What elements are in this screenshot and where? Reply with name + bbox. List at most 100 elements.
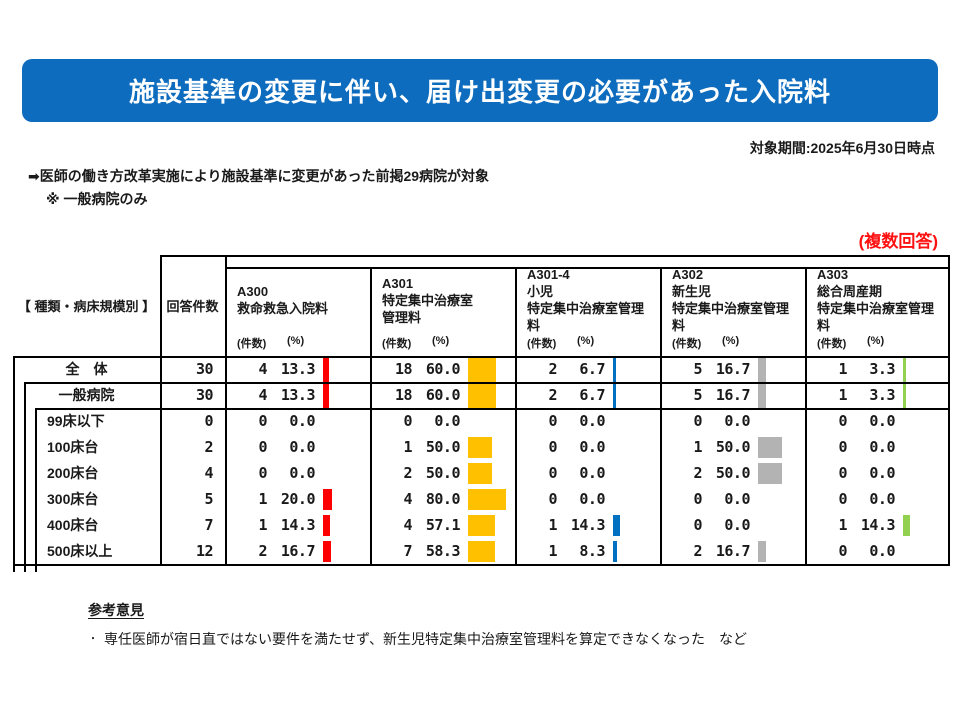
- pct-bar-A301: [468, 514, 495, 536]
- pct-bar-A301-4: [613, 540, 617, 562]
- pct-cell-A301: 50.0: [425, 464, 461, 482]
- count-cell-A301-4: 0: [548, 412, 557, 430]
- column-header-line: A301-4: [527, 267, 570, 282]
- pct-cell-A301: 60.0: [425, 386, 461, 404]
- count-cell-A301-4: 2: [548, 360, 557, 378]
- count-cell-A302: 0: [693, 490, 702, 508]
- pct-bar-A301: [468, 382, 497, 408]
- pct-cell-A302: 16.7: [715, 386, 751, 404]
- column-header-line: A302: [672, 267, 704, 282]
- pct-bar-A301-4: [613, 382, 617, 408]
- pct-cell-A303: 0.0: [869, 542, 895, 560]
- table-line: [370, 267, 372, 566]
- pct-cell-A301-4: 0.0: [579, 464, 605, 482]
- count-cell-A301: 18: [394, 360, 413, 378]
- column-header-A300: A300 救命救急入院料: [237, 269, 366, 331]
- count-cell-A303: 0: [838, 542, 847, 560]
- table-line: [24, 382, 950, 384]
- count-cell-A303: 1: [838, 360, 847, 378]
- pct-bar-A301: [468, 488, 506, 510]
- pct-cell-A300: 13.3: [280, 386, 316, 404]
- column-header-line: A303: [817, 267, 849, 282]
- pct-cell-A300: 0.0: [289, 438, 315, 456]
- row-label: 200床台: [47, 465, 99, 481]
- respondent-count-cell: 5: [204, 490, 213, 508]
- count-cell-A301: 18: [394, 386, 413, 404]
- count-cell-A301-4: 0: [548, 438, 557, 456]
- row-label: 100床台: [47, 439, 99, 455]
- pct-cell-A303: 3.3: [869, 360, 895, 378]
- pct-bar-A302: [758, 436, 782, 458]
- row-label: 500床以上: [47, 543, 113, 559]
- count-cell-A303: 0: [838, 412, 847, 430]
- column-header-line: 特定集中治療室管理料: [672, 301, 790, 333]
- count-cell-A301-4: 2: [548, 386, 557, 404]
- row-header-label: 【 種類・病床規模別 】: [17, 299, 156, 314]
- respondent-count-header: 回答件数: [166, 299, 219, 314]
- count-cell-A300: 0: [258, 464, 267, 482]
- pct-bar-A302: [758, 462, 782, 484]
- count-cell-A300: 1: [258, 490, 267, 508]
- count-cell-A301: 2: [403, 464, 412, 482]
- page-title: 施設基準の変更に伴い、届け出変更の必要があった入院料: [128, 77, 831, 107]
- column-header-A303: A303 総合周産期 特定集中治療室管理料: [817, 267, 946, 333]
- pct-bar-A301: [468, 462, 492, 484]
- row-label: 300床台: [47, 491, 99, 507]
- table-line: [225, 267, 950, 269]
- pct-cell-A302: 0.0: [724, 516, 750, 534]
- unit-count-label: (件数): [527, 338, 557, 350]
- pct-cell-A302: 16.7: [715, 360, 751, 378]
- table-line: [160, 255, 162, 566]
- pct-cell-A301: 60.0: [425, 360, 461, 378]
- pct-bar-A301: [468, 540, 496, 562]
- unit-pct-label: (%): [287, 335, 305, 347]
- unit-pct-label: (%): [432, 335, 450, 347]
- pct-bar-A302: [758, 382, 766, 408]
- respondent-count-cell: 0: [204, 412, 213, 430]
- pct-cell-A302: 50.0: [715, 464, 751, 482]
- count-cell-A302: 2: [693, 542, 702, 560]
- pct-cell-A301: 57.1: [425, 516, 461, 534]
- count-cell-A300: 4: [258, 360, 267, 378]
- column-header-line: 特定集中治療室管理料: [817, 301, 935, 333]
- column-header-A302: A302 新生児特定集中治療室管理料: [672, 267, 801, 333]
- count-cell-A302: 5: [693, 386, 702, 404]
- pct-cell-A303: 0.0: [869, 412, 895, 430]
- count-cell-A301: 1: [403, 438, 412, 456]
- lead-note: ➡医師の働き方改革実施により施設基準に変更があった前掲29病院が対象: [28, 168, 490, 184]
- pct-bar-A301: [468, 436, 492, 458]
- respondent-count-cell: 30: [195, 360, 214, 378]
- pct-cell-A301: 58.3: [425, 542, 461, 560]
- pct-cell-A301-4: 14.3: [570, 516, 606, 534]
- row-label: 全 体: [65, 361, 108, 377]
- column-header-line: 小児: [527, 284, 554, 299]
- count-cell-A300: 1: [258, 516, 267, 534]
- pct-cell-A300: 13.3: [280, 360, 316, 378]
- table-line: [948, 255, 950, 566]
- count-cell-A301: 7: [403, 542, 412, 560]
- pct-bar-A301: [468, 356, 497, 382]
- unit-count-label: (件数): [672, 338, 702, 350]
- reference-comments-heading: 参考意見: [88, 602, 144, 618]
- pct-cell-A303: 14.3: [860, 516, 896, 534]
- table-line: [805, 267, 807, 566]
- pct-cell-A303: 0.0: [869, 438, 895, 456]
- pct-cell-A301-4: 6.7: [579, 360, 605, 378]
- pct-cell-A303: 3.3: [869, 386, 895, 404]
- count-cell-A301-4: 0: [548, 464, 557, 482]
- column-header-line: 特定集中治療室: [382, 292, 474, 308]
- table-line: [35, 408, 37, 572]
- unit-pct-label: (%): [722, 335, 740, 347]
- pct-cell-A302: 0.0: [724, 490, 750, 508]
- bullet-marker: ・: [88, 634, 98, 645]
- column-header-A301: A301 特定集中治療室 管理料: [382, 269, 511, 331]
- table-line: [24, 382, 26, 572]
- column-header-line: 新生児: [672, 284, 712, 299]
- pct-bar-A303: [903, 514, 910, 536]
- pct-bar-A303: [903, 356, 906, 382]
- pct-cell-A303: 0.0: [869, 490, 895, 508]
- respondent-count-cell: 7: [204, 516, 213, 534]
- pct-bar-A300: [323, 488, 333, 510]
- table-line: [13, 356, 15, 572]
- pct-bar-A300: [323, 382, 330, 408]
